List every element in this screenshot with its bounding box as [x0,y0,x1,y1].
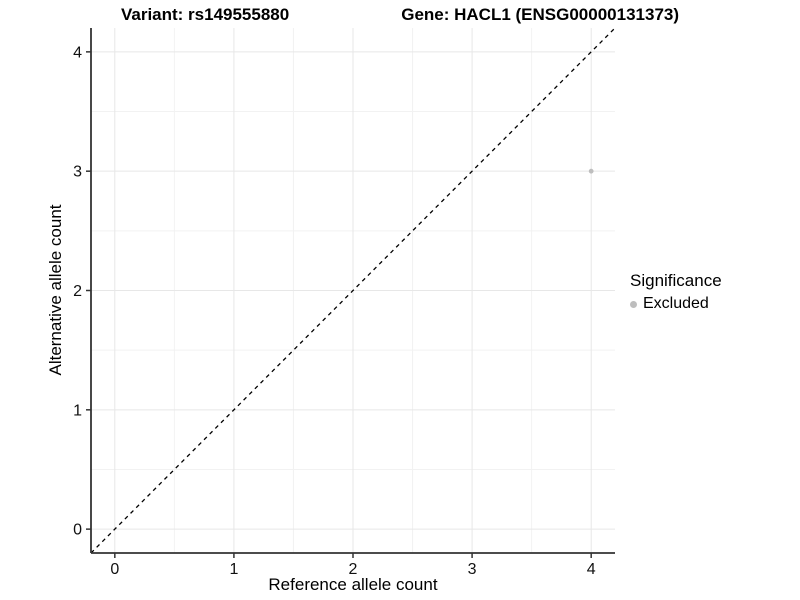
x-axis-title: Reference allele count [268,575,438,594]
plot-title: Variant: rs149555880 Gene: HACL1 (ENSG00… [0,5,800,25]
y-tick-label: 1 [73,402,82,419]
legend: Significance Excluded [630,271,722,313]
x-tick-label: 1 [229,561,238,578]
legend-item-label: Excluded [643,295,709,312]
variant-title: Variant: rs149555880 [120,5,290,24]
y-axis-title: Alternative allele count [46,204,65,376]
y-tick-label: 4 [73,44,82,61]
legend-point-icon [630,300,637,308]
x-tick-label: 0 [110,561,119,578]
y-tick-label: 3 [73,164,82,181]
x-tick-label: 3 [468,561,477,578]
gene-title: Gene: HACL1 (ENSG00000131373) [401,5,680,24]
data-point [588,168,594,174]
identity-reference-line [90,27,616,554]
y-tick-label: 0 [73,522,82,539]
legend-item-excluded: Excluded [630,295,722,313]
legend-title: Significance [630,271,722,290]
x-tick-label: 4 [587,561,596,578]
y-tick-label: 2 [73,283,82,300]
x-tick-label: 2 [349,561,358,578]
